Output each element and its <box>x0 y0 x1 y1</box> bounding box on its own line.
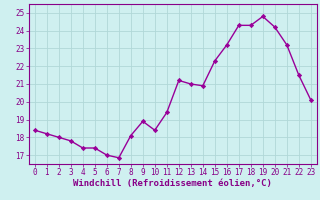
X-axis label: Windchill (Refroidissement éolien,°C): Windchill (Refroidissement éolien,°C) <box>73 179 272 188</box>
